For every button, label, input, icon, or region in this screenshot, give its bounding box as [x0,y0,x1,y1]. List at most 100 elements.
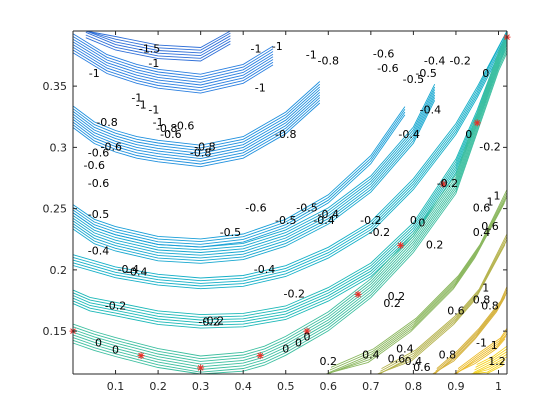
contour-line-3-0 [72,114,406,248]
contour-label: -0.8 [318,55,339,68]
x-tick-label: 0.7 [362,380,380,393]
contour-label: -0.5 [403,73,424,86]
contour-line-5-2 [72,46,274,89]
contour-label: -0.6 [245,202,266,215]
contour-line-6-2 [85,31,231,57]
contour-line-4-8 [72,81,321,146]
contour-label: -0.2 [198,316,219,329]
contour-label: 0 [95,336,102,349]
contour-line-1-0 [72,38,508,290]
contour-label: -0.2 [360,214,381,227]
axes [72,30,508,375]
contour-label: 0.6 [473,202,491,215]
contour-line-8-5 [330,189,508,368]
x-tick-label: 0.5 [277,380,295,393]
contour-line-12-4 [473,353,508,374]
contour-label: -0.5 [88,208,109,221]
contour-label: -0.4 [126,265,147,278]
contour-label: 1 [494,189,501,202]
marker-point [439,180,447,188]
contour-label: -0.4 [313,214,334,227]
contour-label: -0.4 [398,128,419,141]
x-tick-label: 0.2 [149,380,167,393]
contour-line-12-3 [472,356,507,375]
contour-label: 0.4 [473,226,491,239]
contour-line-7-0 [72,52,508,375]
contour-label: -1.5 [139,42,160,55]
contour-line-12-7 [476,345,508,366]
contour-line-4-6 [72,86,321,152]
contour-label: 0.8 [439,349,457,362]
contour-label: 0.6 [388,352,406,365]
contour-line-3-2 [72,109,406,243]
contour-label: -0.8 [96,116,117,129]
contour-line-0-1 [72,41,508,326]
y-tick-label: 0.2 [50,264,68,277]
contour-line-2-4 [72,89,436,253]
contour-line-6-0 [85,37,231,62]
contour-label: -0.8 [156,122,177,135]
contour-label: 1 [486,196,493,209]
contour-line-9-4 [381,233,508,369]
contour-label: -1 [148,57,159,70]
contour-line-11-3 [456,330,508,372]
contour-line-0-4 [72,32,508,318]
contour-line-5-7 [72,33,274,75]
contour-label: -0.6 [88,147,109,160]
contour-line-11-2 [455,333,508,375]
contour-label: -0.4 [88,245,109,258]
contour-label: -1 [136,99,147,112]
contour-label: -1 [89,67,100,80]
contour-label: 0.4 [405,355,423,368]
contour-label: -0.2 [284,287,305,300]
x-tick-label: 0.1 [107,380,125,393]
contour-label: -0.2 [105,300,126,313]
contour-label: -0.4 [318,208,339,221]
contour-label: -1 [148,104,159,117]
contour-label: -1 [250,42,261,55]
contour-label: -0.8 [190,147,211,160]
contour-label: -0.2 [203,314,224,327]
contour-label: 0 [282,343,289,356]
contour-label: -1 [272,40,283,53]
contour-lines [72,30,508,375]
contour-label: -0.8 [275,128,296,141]
contour-line-2-0 [72,100,436,264]
marker-point [397,241,405,249]
contour-label: -1 [306,49,317,62]
contour-label: 0.2 [388,290,406,303]
contour-line-4-2 [72,97,321,162]
contour-line-0-3 [72,35,508,321]
contour-label: -0.5 [275,214,296,227]
contour-label: 0 [304,330,311,343]
contour-label: -0.6 [84,159,105,172]
y-tick-label: 0.15 [43,325,68,338]
contour-line-2-3 [72,92,436,256]
contour-label: -0.8 [194,140,215,153]
contour-label: -0.4 [424,55,445,68]
x-tick-label: 0.4 [234,380,252,393]
contour-line-4-5 [72,89,321,154]
contour-label: -0.4 [420,104,441,117]
contour-label: -0.2 [449,55,470,68]
contour-line-10-2 [434,291,508,375]
contour-label: -0.4 [118,263,139,276]
contour-label: 0.4 [362,349,380,362]
contour-label: -0.6 [160,128,181,141]
contour-line-7-2 [72,47,508,370]
contour-label: 0 [418,216,425,229]
y-tick-label: 0.25 [43,203,68,216]
contour-line-10-0 [432,297,506,375]
contour-label: -1 [131,91,142,104]
x-tick-label: 1 [495,380,502,393]
marker-point [473,119,481,127]
contour-line-5-5 [72,38,274,81]
contour-line-1-4 [72,30,508,279]
contour-line-10-3 [435,288,508,372]
contour-line-2-5 [72,86,436,251]
contour-line-11-0 [453,338,506,375]
contour-line-12-6 [475,348,508,368]
contour-label: -0.6 [88,177,109,190]
x-tick-label: 0.8 [405,380,423,393]
